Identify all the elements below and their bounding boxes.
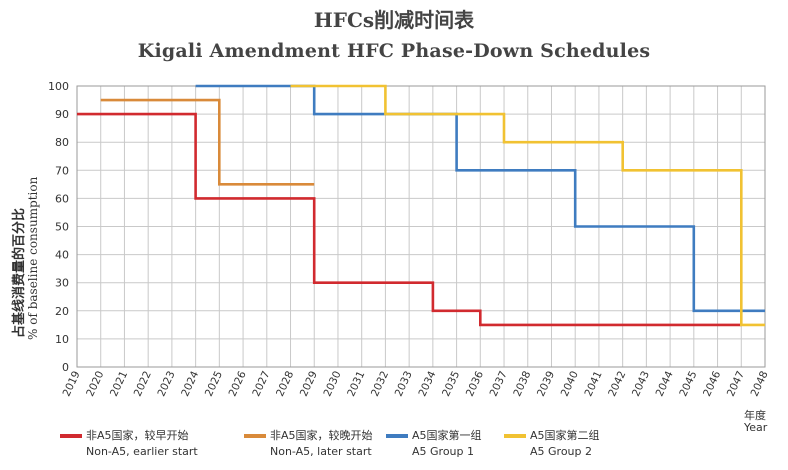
y-tick-label: 40 [55, 249, 69, 262]
x-tick-label: 2046 [701, 369, 723, 399]
x-tick-label: 2023 [155, 369, 177, 398]
y-tick-label: 100 [48, 80, 69, 93]
legend-label-cn: 非A5国家，较早开始 [86, 429, 189, 442]
legend-label-en: A5 Group 1 [412, 445, 475, 458]
series-line-3 [290, 84, 765, 327]
legend-label-cn: 非A5国家，较晚开始 [270, 429, 373, 442]
legend-label-en: Non-A5, later start [270, 445, 372, 458]
x-tick-label: 2047 [725, 369, 747, 398]
series-line-0 [77, 112, 742, 327]
x-tick-label: 2028 [274, 369, 296, 398]
x-tick-label: 2042 [606, 369, 628, 398]
chart-axes [76, 85, 766, 368]
legend-swatch [386, 434, 408, 438]
plot-frame [76, 85, 766, 368]
chart-series [77, 84, 765, 327]
legend: 非A5国家，较早开始 Non-A5, earlier start 非A5国家，较… [60, 428, 780, 468]
x-tick-label: 2022 [132, 369, 154, 398]
y-tick-label: 90 [55, 108, 69, 121]
series-line-2 [195, 84, 765, 313]
x-tick-label: 2025 [203, 369, 225, 398]
y-tick-label: 0 [62, 361, 69, 374]
x-tick-label: 2027 [250, 369, 272, 398]
x-tick-label: 2038 [511, 369, 533, 398]
x-tick-label: 2033 [393, 369, 415, 398]
y-tick-labels: 0 10 20 30 40 50 60 70 80 90 100 [48, 80, 69, 374]
x-tick-labels: 2019 2020 2021 2022 2023 2024 2025 2026 2027 2028… [61, 369, 771, 399]
x-tick-label: 2021 [108, 369, 130, 398]
x-tick-label: 2034 [416, 369, 438, 399]
legend-swatch [504, 434, 526, 438]
y-axis-label-en: % of baseline consumption [26, 176, 40, 340]
x-tick-label: 2048 [749, 369, 771, 398]
y-tick-label: 80 [55, 136, 69, 149]
x-tick-label: 2045 [677, 369, 699, 398]
x-tick-label: 2036 [464, 369, 486, 399]
x-axis-label: 年度 Year [744, 410, 767, 434]
legend-label-en: A5 Group 2 [530, 445, 593, 458]
x-tick-label: 2043 [630, 369, 652, 398]
legend-label-en: Non-A5, earlier start [86, 445, 198, 458]
x-tick-label: 2030 [322, 369, 344, 398]
legend-swatch [60, 434, 82, 438]
x-tick-label: 2039 [535, 369, 557, 398]
x-tick-label: 2032 [369, 369, 391, 398]
legend-label-cn: A5国家第一组 [412, 429, 482, 442]
chart-title-cn: HFCs削减时间表 [313, 8, 475, 32]
y-tick-label: 60 [55, 192, 69, 205]
x-tick-label: 2037 [488, 369, 510, 398]
legend-label-cn: A5国家第二组 [530, 429, 600, 442]
y-tick-label: 30 [55, 277, 69, 290]
x-tick-label: 2044 [654, 369, 676, 399]
x-tick-label: 2041 [582, 369, 604, 398]
x-tick-label: 2031 [345, 369, 367, 398]
x-tick-label: 2040 [559, 369, 581, 398]
x-tick-label: 2024 [179, 369, 201, 399]
x-tick-label: 2026 [227, 369, 249, 399]
y-tick-label: 20 [55, 305, 69, 318]
y-axis-label-cn: 占基线消费量的百分比 [12, 207, 27, 338]
y-tick-label: 50 [55, 221, 69, 234]
x-tick-label: 2020 [84, 369, 106, 398]
x-axis-label-en: Year [744, 421, 768, 434]
series-line-1 [100, 98, 315, 186]
legend-swatch [244, 434, 266, 438]
y-tick-label: 10 [55, 333, 69, 346]
x-axis-label-cn: 年度 [744, 409, 766, 422]
chart-title-en: Kigali Amendment HFC Phase-Down Schedule… [137, 40, 651, 62]
y-tick-label: 70 [55, 164, 69, 177]
x-tick-label: 2035 [440, 369, 462, 398]
x-tick-label: 2029 [298, 369, 320, 398]
